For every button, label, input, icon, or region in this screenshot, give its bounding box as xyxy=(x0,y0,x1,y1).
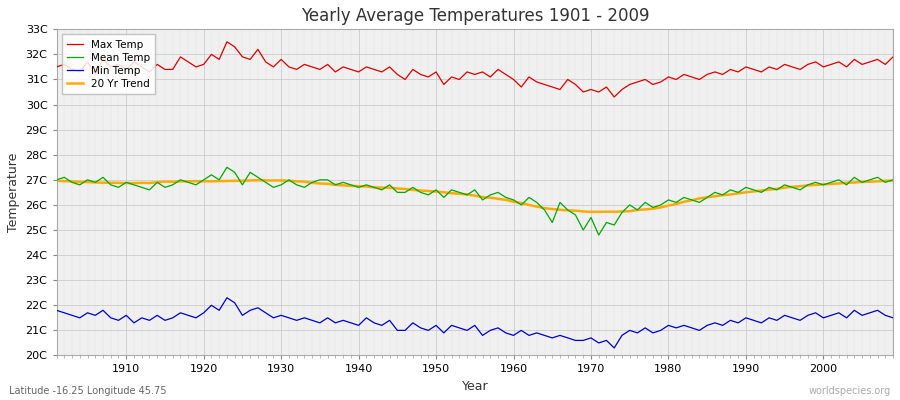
X-axis label: Year: Year xyxy=(462,380,488,393)
Line: 20 Yr Trend: 20 Yr Trend xyxy=(57,180,893,212)
20 Yr Trend xyxy=(113,180,124,185)
Max Temp xyxy=(51,64,62,69)
20 Yr Trend xyxy=(887,178,898,183)
20 Yr Trend xyxy=(338,183,348,188)
20 Yr Trend xyxy=(253,178,264,183)
Max Temp xyxy=(338,64,348,69)
Min Temp xyxy=(616,333,627,338)
Mean Temp xyxy=(113,185,124,190)
Max Temp xyxy=(113,62,124,67)
20 Yr Trend xyxy=(292,179,302,184)
Max Temp xyxy=(508,77,519,82)
Min Temp xyxy=(608,346,619,350)
Min Temp xyxy=(516,328,526,333)
Mean Temp xyxy=(616,210,627,215)
Min Temp xyxy=(51,308,62,313)
Max Temp xyxy=(608,95,619,100)
Mean Temp xyxy=(516,202,526,207)
Min Temp xyxy=(508,333,519,338)
Mean Temp xyxy=(221,165,232,170)
Mean Temp xyxy=(292,182,302,187)
Min Temp xyxy=(221,295,232,300)
Line: Max Temp: Max Temp xyxy=(57,42,893,97)
Mean Temp xyxy=(887,178,898,182)
Mean Temp xyxy=(508,198,519,202)
Min Temp xyxy=(113,318,124,323)
Min Temp xyxy=(887,316,898,320)
Max Temp xyxy=(616,87,627,92)
20 Yr Trend xyxy=(516,201,526,206)
Max Temp xyxy=(292,67,302,72)
Title: Yearly Average Temperatures 1901 - 2009: Yearly Average Temperatures 1901 - 2009 xyxy=(301,7,649,25)
Max Temp xyxy=(516,84,526,89)
20 Yr Trend xyxy=(586,210,597,214)
20 Yr Trend xyxy=(508,199,519,204)
Min Temp xyxy=(292,318,302,323)
Max Temp xyxy=(221,40,232,44)
Line: Min Temp: Min Temp xyxy=(57,298,893,348)
Mean Temp xyxy=(51,178,62,182)
Legend: Max Temp, Mean Temp, Min Temp, 20 Yr Trend: Max Temp, Mean Temp, Min Temp, 20 Yr Tre… xyxy=(62,34,155,94)
20 Yr Trend xyxy=(51,178,62,183)
Text: Latitude -16.25 Longitude 45.75: Latitude -16.25 Longitude 45.75 xyxy=(9,386,166,396)
Line: Mean Temp: Mean Temp xyxy=(57,167,893,235)
Text: worldspecies.org: worldspecies.org xyxy=(809,386,891,396)
20 Yr Trend xyxy=(616,209,627,214)
Mean Temp xyxy=(593,233,604,238)
Mean Temp xyxy=(338,180,348,185)
Max Temp xyxy=(887,54,898,59)
Y-axis label: Temperature: Temperature xyxy=(7,153,20,232)
Min Temp xyxy=(338,318,348,323)
